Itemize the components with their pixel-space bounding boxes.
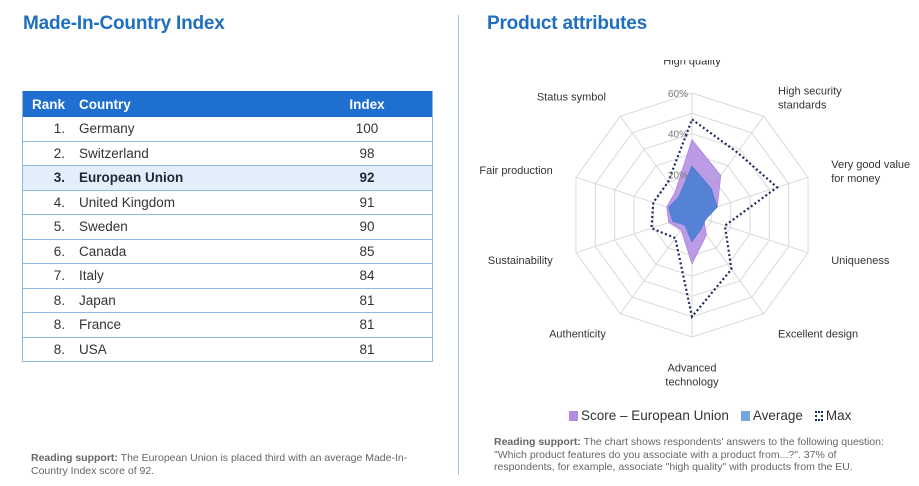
axis-label-line: High security	[778, 86, 842, 98]
index-cell: 84	[359, 268, 375, 284]
axis-label: Uniqueness	[831, 255, 890, 267]
table-row: 7. Italy 84	[22, 264, 433, 288]
radial-tick-label: 40%	[668, 130, 688, 141]
country-cell: Sweden	[79, 219, 128, 235]
legend-label-average: Average	[752, 408, 803, 423]
rank-cell: 7.	[53, 268, 65, 284]
legend-swatch-average	[740, 410, 750, 421]
axis-label-line: Sustainability	[488, 255, 553, 267]
index-cell: 85	[359, 243, 375, 259]
radial-tick-label: 20%	[668, 170, 688, 181]
legend-label-score: Score – European Union	[581, 408, 729, 423]
country-cell: Canada	[79, 243, 127, 259]
chart-legend: Score – European Union Average Max	[569, 408, 857, 423]
axis-label: Fair production	[479, 165, 552, 177]
table-row: 5. Sweden 90	[22, 215, 433, 239]
grid-spoke	[619, 214, 693, 314]
axis-label: High quality	[663, 60, 721, 68]
country-cell: Japan	[79, 292, 116, 308]
index-cell: 98	[359, 145, 375, 161]
legend-swatch-score	[569, 410, 578, 421]
index-cell: 100	[355, 121, 379, 137]
index-cell: 92	[302, 165, 433, 190]
axis-label-line: Authenticity	[549, 328, 606, 340]
rank-cell: 4.	[53, 194, 65, 210]
country-header: Country	[79, 91, 302, 117]
series-average-area	[668, 165, 718, 243]
table-header-row: Rank Country Index	[22, 91, 433, 117]
axis-label-line: Very good value	[831, 159, 910, 171]
rank-cell: 2.	[53, 145, 65, 161]
rank-cell: 1.	[53, 121, 65, 137]
rank-cell: 6.	[53, 243, 65, 259]
section-divider	[458, 15, 459, 475]
index-cell: 81	[359, 341, 375, 357]
axis-label-line: Advanced	[668, 362, 717, 374]
index-header: Index	[302, 91, 433, 117]
axis-label: High security standards	[778, 86, 842, 112]
legend-swatch-max	[814, 410, 823, 421]
country-cell: Italy	[79, 268, 104, 284]
table-row: 3. European Union 92	[22, 165, 433, 190]
axis-label: Very good value for money	[831, 159, 910, 185]
axis-label-line: technology	[665, 376, 719, 388]
axis-label: Sustainability	[488, 255, 553, 267]
table-row: 2. Switzerland 98	[22, 141, 433, 166]
table-row: 8. Japan 81	[22, 288, 433, 313]
attributes-note-label: Reading support:	[494, 436, 581, 448]
axis-label-line: Uniqueness	[831, 255, 890, 267]
rank-cell: 8.	[53, 317, 65, 333]
table-row: 8. USA 81	[22, 337, 433, 362]
axis-label-line: Fair production	[479, 165, 552, 177]
index-cell: 81	[359, 317, 375, 333]
rank-cell: 3.	[22, 165, 79, 190]
grid-spoke	[691, 214, 809, 254]
country-cell: USA	[79, 341, 107, 357]
index-reading-support: Reading support: The European Union is p…	[31, 452, 421, 477]
country-cell: France	[79, 317, 122, 333]
rank-cell: 8.	[53, 292, 65, 308]
axis-label: Advanced technology	[665, 362, 719, 388]
attributes-note-text: The chart shows respondents' answers to …	[494, 436, 884, 473]
axis-label-line: standards	[778, 100, 827, 112]
table-row: 6. Canada 85	[22, 239, 433, 264]
index-cell: 90	[359, 219, 375, 235]
country-cell: Germany	[79, 121, 135, 137]
legend-item-average: Average	[740, 408, 803, 423]
axis-label: Excellent design	[778, 328, 858, 340]
rank-header: Rank	[22, 91, 79, 117]
attributes-title: Product attributes	[487, 13, 648, 34]
radial-tick-label: 60%	[668, 89, 688, 100]
axis-label: Authenticity	[549, 328, 606, 340]
axis-label-line: High quality	[663, 60, 721, 68]
index-note-text: The European Union is placed third with …	[31, 452, 408, 477]
rank-cell: 5.	[53, 219, 65, 235]
table-row: 4. United Kingdom 91	[22, 190, 433, 215]
radar-chart: 20% 40% 60% High quality High security standa…	[479, 60, 910, 388]
series-max-line	[650, 117, 779, 320]
country-cell: European Union	[79, 165, 302, 190]
index-table: Rank Country Index 1. Germany 100 2. Switzer…	[22, 91, 433, 362]
axis-label: Status symbol	[537, 92, 606, 104]
table-row: 1. Germany 100	[22, 117, 433, 141]
country-cell: Switzerland	[79, 145, 149, 161]
index-cell: 91	[359, 194, 375, 210]
legend-item-max: Max	[814, 408, 852, 423]
attributes-reading-support: Reading support: The chart shows respond…	[494, 436, 894, 474]
rank-cell: 8.	[53, 341, 65, 357]
table-row: 8. France 81	[22, 313, 433, 337]
index-cell: 81	[359, 292, 375, 308]
axis-label-line: Excellent design	[778, 328, 858, 340]
country-cell: United Kingdom	[79, 194, 176, 210]
index-note-label: Reading support:	[31, 452, 118, 464]
legend-label-max: Max	[825, 408, 852, 423]
axis-label-line: Status symbol	[537, 92, 606, 104]
legend-item-score: Score – European Union	[569, 408, 729, 423]
axis-label-line: for money	[831, 173, 880, 185]
index-title: Made-In-Country Index	[23, 13, 225, 34]
